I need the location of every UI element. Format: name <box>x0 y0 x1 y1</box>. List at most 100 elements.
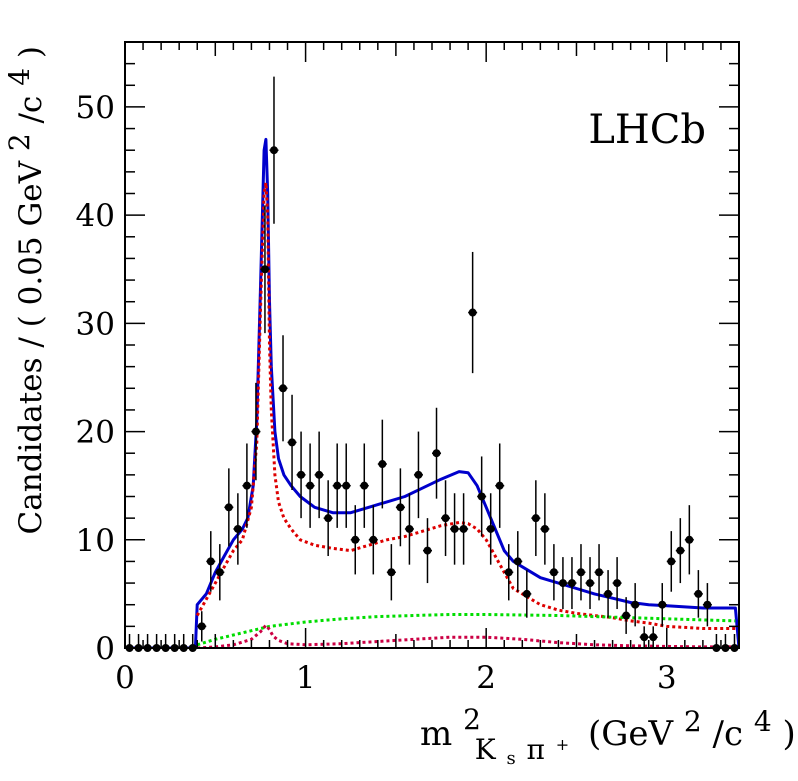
data-point <box>549 544 559 601</box>
data-point <box>558 557 568 610</box>
series-line-2 <box>195 181 736 630</box>
data-point <box>441 480 451 557</box>
data-point <box>504 544 514 601</box>
data-point <box>693 570 703 618</box>
data-point-marker <box>649 633 658 642</box>
data-point-marker <box>450 524 459 533</box>
data-point-marker <box>233 524 242 533</box>
data-point <box>143 634 153 652</box>
data-point <box>323 480 333 557</box>
data-point-marker <box>378 460 387 469</box>
data-point-marker <box>667 557 676 566</box>
data-point <box>260 205 270 334</box>
data-point-marker <box>640 633 649 642</box>
data-point <box>368 505 378 575</box>
data-point-marker <box>405 524 414 533</box>
x-axis-title: m 2 K s π + (GeV 2 /c 4 ) <box>420 698 796 773</box>
data-point-marker <box>586 579 595 588</box>
data-point-marker <box>387 568 396 577</box>
data-point-marker <box>315 470 324 479</box>
data-point <box>522 570 532 618</box>
data-point-marker <box>468 308 477 317</box>
data-point-marker <box>333 481 342 490</box>
data-point <box>215 544 225 601</box>
data-point-marker <box>260 265 269 274</box>
data-point-marker <box>694 589 703 598</box>
x-axis-title-sup: 2 <box>463 703 481 736</box>
x-axis-title-unit-close: ) <box>782 714 795 754</box>
data-point <box>224 468 234 547</box>
data-point-marker <box>206 557 215 566</box>
data-point <box>585 557 595 610</box>
data-points-layer <box>125 76 739 652</box>
data-point <box>242 443 252 528</box>
y-tick-label: 0 <box>95 631 115 667</box>
x-axis-title-unit-open: (GeV <box>588 714 675 754</box>
data-point <box>206 531 216 592</box>
data-point-marker <box>324 514 333 523</box>
data-point-marker <box>288 438 297 447</box>
data-point <box>413 431 423 519</box>
x-axis-title-sub: K <box>475 733 497 766</box>
data-point <box>477 456 487 537</box>
data-point-marker <box>676 546 685 555</box>
series-line-3 <box>196 613 736 647</box>
data-point <box>486 493 496 565</box>
x-axis-title-unit-exp2: 4 <box>754 705 772 738</box>
data-point-marker <box>351 535 360 544</box>
data-point <box>395 468 405 547</box>
x-tick-label: 3 <box>657 660 677 696</box>
data-point <box>287 394 297 491</box>
data-point-marker <box>477 492 486 501</box>
data-point <box>350 505 360 575</box>
data-point-marker <box>369 535 378 544</box>
x-axis-title-base: m <box>420 714 452 754</box>
data-point <box>675 518 685 584</box>
data-point <box>152 634 162 652</box>
data-point-marker <box>269 146 278 155</box>
x-axis-ticks: 0 1 2 3 <box>115 42 740 696</box>
data-point <box>233 493 243 565</box>
data-point <box>711 634 721 652</box>
y-axis-title-close: ) <box>13 46 49 58</box>
data-point <box>197 611 207 642</box>
data-point-marker <box>631 600 640 609</box>
data-point <box>576 544 586 601</box>
data-point <box>468 251 478 374</box>
y-axis-title-main: Candidates / ( 0.05 GeV <box>13 160 49 534</box>
y-axis-title-exp: 2 <box>3 133 36 151</box>
x-tick-label: 0 <box>115 660 135 696</box>
y-axis-title-mid: /c <box>13 96 49 124</box>
y-tick-label: 40 <box>76 198 115 234</box>
data-point <box>125 634 135 652</box>
data-point-marker <box>297 470 306 479</box>
data-point <box>603 570 613 618</box>
data-point <box>459 493 469 565</box>
data-point <box>495 443 505 528</box>
data-point <box>513 531 523 592</box>
data-point <box>531 480 541 557</box>
data-point-marker <box>703 600 712 609</box>
data-point-marker <box>224 503 233 512</box>
data-point-marker <box>495 481 504 490</box>
x-tick-label: 2 <box>476 660 496 696</box>
data-point-marker <box>549 568 558 577</box>
data-point <box>450 493 460 565</box>
x-axis-title-sub-plus: + <box>556 735 569 754</box>
data-point <box>432 407 442 499</box>
data-point <box>612 557 622 610</box>
data-point <box>720 634 730 652</box>
data-point <box>161 634 171 652</box>
data-point-marker <box>504 568 513 577</box>
data-point <box>540 493 550 565</box>
data-point <box>386 544 396 601</box>
data-point <box>332 443 342 528</box>
data-point-marker <box>567 579 576 588</box>
data-point-marker <box>522 589 531 598</box>
data-point <box>648 626 658 648</box>
data-point <box>278 335 288 442</box>
y-axis-ticks: 0 10 20 30 40 50 <box>76 41 739 667</box>
data-point-marker <box>423 546 432 555</box>
data-point-marker <box>215 568 224 577</box>
